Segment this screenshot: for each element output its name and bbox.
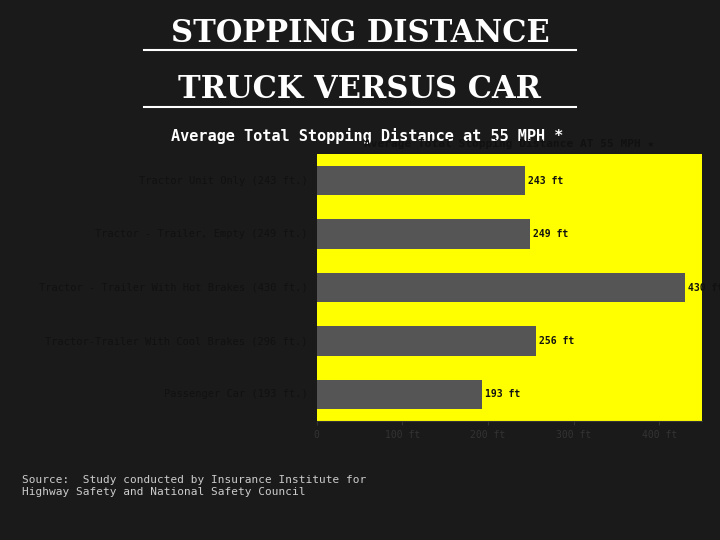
Text: Tractor - Trailer, Empty (249 ft.): Tractor - Trailer, Empty (249 ft.) (96, 229, 308, 239)
Title: Average Total Stopping Distance AT 55 MPH ★: Average Total Stopping Distance AT 55 MP… (364, 139, 654, 149)
Text: STOPPING DISTANCE: STOPPING DISTANCE (171, 18, 549, 49)
Bar (317, 219, 530, 249)
Text: Source:  Study conducted by Insurance Institute for
Highway Safety and National : Source: Study conducted by Insurance Ins… (22, 475, 366, 497)
Text: TRUCK VERSUS CAR: TRUCK VERSUS CAR (179, 73, 541, 105)
Text: Passenger Car (193 ft.): Passenger Car (193 ft.) (164, 389, 308, 400)
Bar (317, 166, 525, 195)
Text: 256 ft: 256 ft (539, 336, 575, 346)
Text: Average Total Stopping Distance at 55 MPH *: Average Total Stopping Distance at 55 MP… (171, 129, 563, 144)
Bar (317, 380, 482, 409)
Text: Tractor - Trailer With Hot Brakes (430 ft.): Tractor - Trailer With Hot Brakes (430 f… (39, 282, 308, 293)
Text: 243 ft: 243 ft (528, 176, 564, 186)
Text: 249 ft: 249 ft (534, 229, 569, 239)
Text: 193 ft: 193 ft (485, 389, 521, 400)
Text: Tractor Unit Only (243 ft.): Tractor Unit Only (243 ft.) (139, 176, 308, 186)
Text: Tractor-Trailer With Cool Brakes (296 ft.): Tractor-Trailer With Cool Brakes (296 ft… (45, 336, 308, 346)
Text: 430 ft: 430 ft (688, 282, 720, 293)
Bar (317, 326, 536, 356)
Bar (317, 273, 685, 302)
